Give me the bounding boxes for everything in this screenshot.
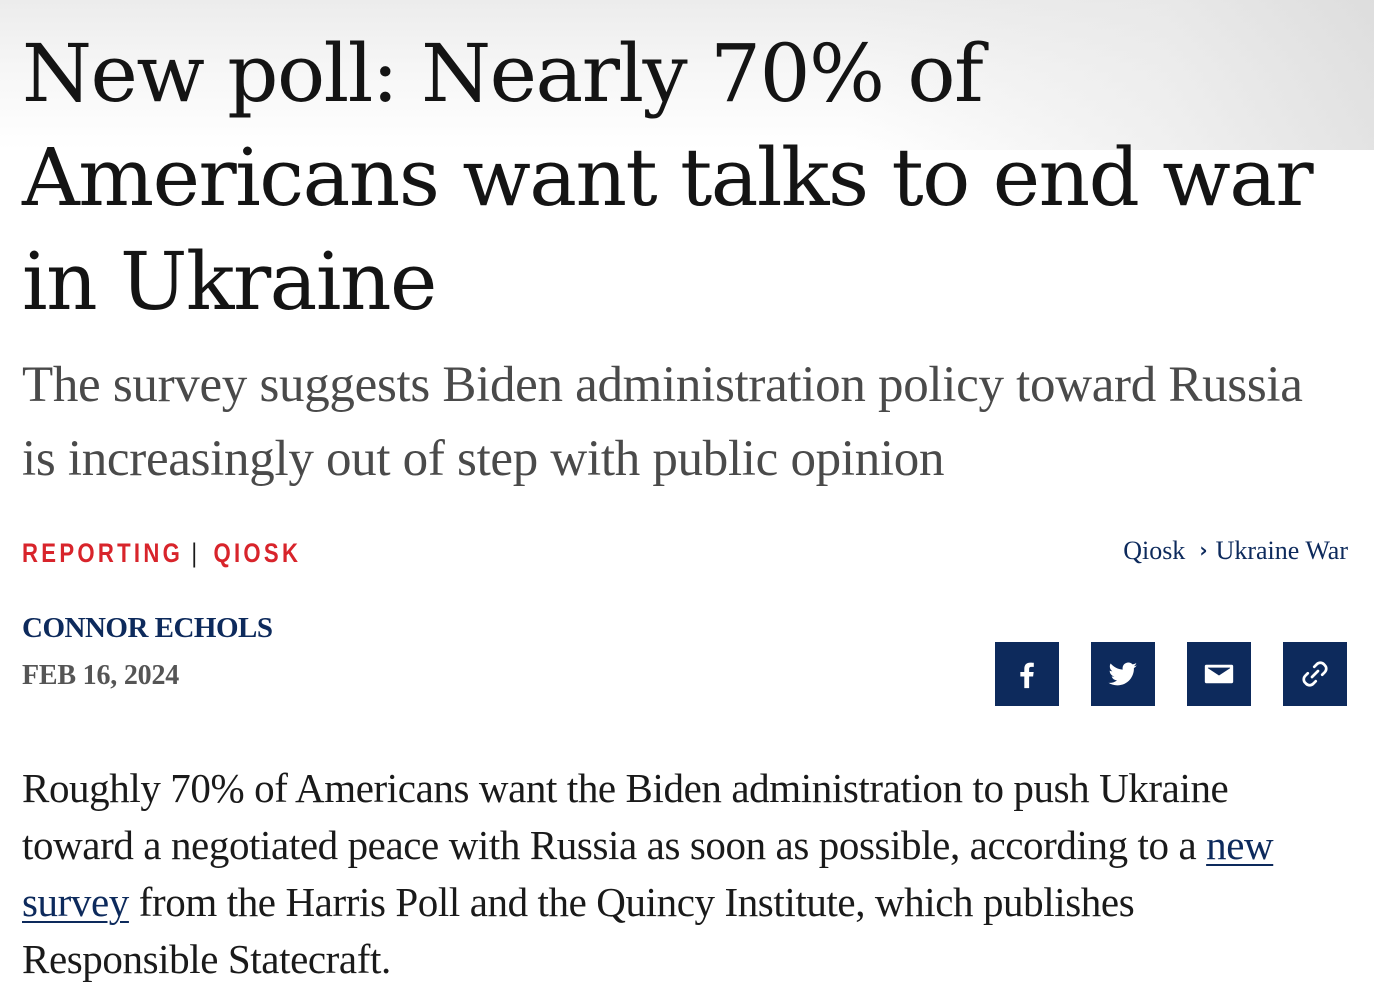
breadcrumb-item-ukraine-war[interactable]: Ukraine War	[1215, 536, 1348, 565]
article-subheadline: The survey suggests Biden administration…	[22, 357, 1303, 487]
header-background	[0, 0, 1374, 150]
body-text-before-link: Roughly 70% of Americans want the Biden …	[22, 765, 1229, 868]
breadcrumb: Qiosk › Ukraine War	[1123, 536, 1348, 566]
body-text-after-link: from the Harris Poll and the Quincy Inst…	[22, 879, 1135, 982]
article-body-paragraph: Roughly 70% of Americans want the Biden …	[22, 760, 1332, 988]
category-labels: REPORTING | QIOSK	[22, 538, 301, 569]
category-reporting-link[interactable]: REPORTING	[22, 538, 184, 568]
breadcrumb-item-qiosk[interactable]: Qiosk	[1123, 536, 1186, 565]
category-separator: |	[191, 538, 201, 568]
category-qiosk-link[interactable]: QIOSK	[213, 538, 302, 568]
email-icon	[1204, 664, 1234, 684]
share-twitter-button[interactable]	[1091, 642, 1155, 706]
article-meta-row: REPORTING | QIOSK Qiosk › Ukraine War	[22, 536, 1348, 576]
twitter-icon	[1108, 662, 1138, 686]
article: New poll: Nearly 70% of Americans want t…	[0, 0, 1374, 496]
share-email-button[interactable]	[1187, 642, 1251, 706]
publish-date: FEB 16, 2024	[22, 660, 180, 691]
share-copy-link-button[interactable]	[1283, 642, 1347, 706]
facebook-icon	[1020, 662, 1034, 689]
new-survey-link[interactable]: new survey	[22, 822, 1274, 925]
share-facebook-button[interactable]	[995, 642, 1059, 706]
share-buttons	[995, 642, 1347, 706]
link-icon	[1302, 661, 1328, 687]
chevron-right-icon: ›	[1199, 538, 1208, 562]
author-name-link[interactable]: CONNOR ECHOLS	[22, 612, 273, 644]
article-headline: New poll: Nearly 70% of Americans want t…	[22, 27, 1314, 328]
